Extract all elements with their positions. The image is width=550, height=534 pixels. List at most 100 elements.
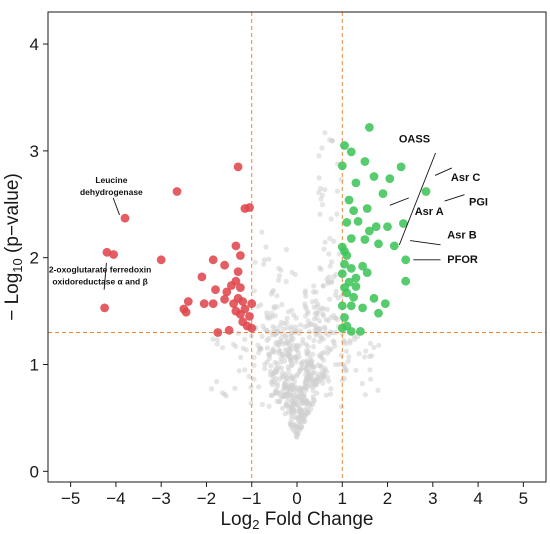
y-tick-label: 0	[30, 462, 39, 481]
annotation-label-asr-b: Asr B	[447, 229, 476, 241]
ns-point	[338, 177, 344, 183]
ns-point	[317, 211, 323, 217]
ns-point	[214, 379, 220, 385]
downregulated-point	[236, 251, 245, 260]
annotation-leader-pgi	[444, 194, 465, 202]
upregulated-point	[358, 261, 367, 271]
annotation-label-pfor: PFOR	[447, 254, 478, 266]
ns-point	[281, 374, 287, 380]
ns-point	[290, 383, 296, 389]
ns-point	[279, 405, 286, 411]
downregulated-point	[233, 267, 243, 276]
ns-point	[277, 339, 283, 345]
ns-point	[310, 388, 316, 394]
ns-point	[242, 367, 248, 373]
ns-point	[346, 354, 352, 360]
ns-point	[327, 263, 333, 269]
annotation-label-leucine-dh: Leucine	[95, 175, 127, 185]
ns-point	[341, 375, 348, 381]
ns-point	[367, 340, 374, 346]
y-tick-label: 2	[30, 249, 39, 268]
x-tick-label: 2	[383, 489, 392, 508]
ns-point	[266, 256, 272, 262]
upregulated-point	[362, 204, 372, 213]
ns-point	[356, 351, 362, 357]
annotation-label-oxoglutarate: 2-oxoglutarate ferredoxin	[49, 265, 152, 275]
upregulated-point	[369, 293, 379, 303]
ns-point	[235, 330, 241, 336]
ns-point	[338, 404, 345, 410]
ns-point	[302, 399, 308, 405]
x-tick-label: 1	[338, 489, 347, 508]
ns-point	[214, 341, 220, 347]
ns-point	[320, 313, 326, 319]
ns-point	[256, 350, 262, 356]
annotation-leader-asr-c	[434, 167, 453, 176]
ns-point	[316, 189, 322, 196]
downregulated-point	[102, 247, 112, 257]
ns-point	[333, 362, 339, 368]
ns-point	[310, 351, 316, 357]
ns-point	[251, 362, 257, 368]
ns-point	[287, 387, 293, 393]
ns-point	[353, 367, 359, 373]
upregulated-point	[358, 303, 367, 313]
upregulated-point	[349, 292, 358, 302]
downregulated-point	[208, 299, 218, 308]
ns-point	[321, 246, 327, 252]
ns-point	[293, 430, 299, 437]
ns-point	[289, 375, 295, 381]
downregulated-point	[220, 260, 230, 270]
ns-point	[246, 373, 252, 379]
ns-point	[268, 363, 274, 369]
ns-point	[262, 365, 268, 372]
ns-point	[322, 130, 328, 136]
ns-point	[264, 313, 270, 319]
downregulated-point	[247, 323, 257, 333]
ns-point	[236, 368, 242, 374]
ns-point	[268, 310, 275, 316]
upregulated-point	[346, 327, 356, 336]
x-tick-label: −4	[106, 489, 125, 508]
downregulated-point	[181, 307, 191, 317]
annotation-label-asr-c: Asr C	[451, 172, 480, 184]
annotation-label-leucine-dh: dehydrogenase	[80, 187, 143, 197]
ns-point	[272, 313, 278, 319]
ns-point	[376, 342, 382, 348]
axes: −5 −4 −3 −2 −1 0 1 2 3 4 5 0 1 2 3 4	[30, 35, 529, 508]
ns-point	[308, 365, 314, 371]
annotation-leader-asr-b	[410, 240, 441, 246]
ns-point	[375, 387, 381, 393]
upregulated-point	[346, 147, 356, 157]
not-significant-points	[208, 130, 382, 440]
ns-point	[251, 376, 257, 382]
ns-point	[310, 378, 316, 384]
ns-point	[319, 368, 325, 374]
ns-point	[333, 292, 339, 298]
downregulated-point	[238, 297, 248, 306]
ns-point	[317, 338, 323, 344]
upregulated-point	[337, 161, 347, 171]
ns-point	[289, 307, 295, 313]
ns-point	[313, 332, 319, 338]
ns-point	[259, 401, 265, 408]
ns-point	[279, 301, 285, 308]
ns-point	[293, 324, 299, 330]
ns-point	[371, 344, 377, 350]
ns-point	[264, 359, 270, 365]
ns-point	[287, 420, 293, 426]
ns-point	[266, 335, 272, 342]
ns-point	[264, 345, 270, 351]
upregulated-point	[371, 222, 381, 232]
upregulated-point	[360, 157, 370, 166]
ns-point	[327, 137, 333, 143]
ns-point	[276, 273, 282, 279]
ns-point	[325, 332, 332, 338]
ns-point	[310, 396, 316, 403]
ns-point	[334, 211, 340, 217]
ns-point	[327, 296, 333, 302]
ns-point	[312, 311, 318, 317]
ns-point	[311, 337, 317, 343]
ns-point	[296, 419, 302, 425]
ns-point	[255, 303, 261, 310]
